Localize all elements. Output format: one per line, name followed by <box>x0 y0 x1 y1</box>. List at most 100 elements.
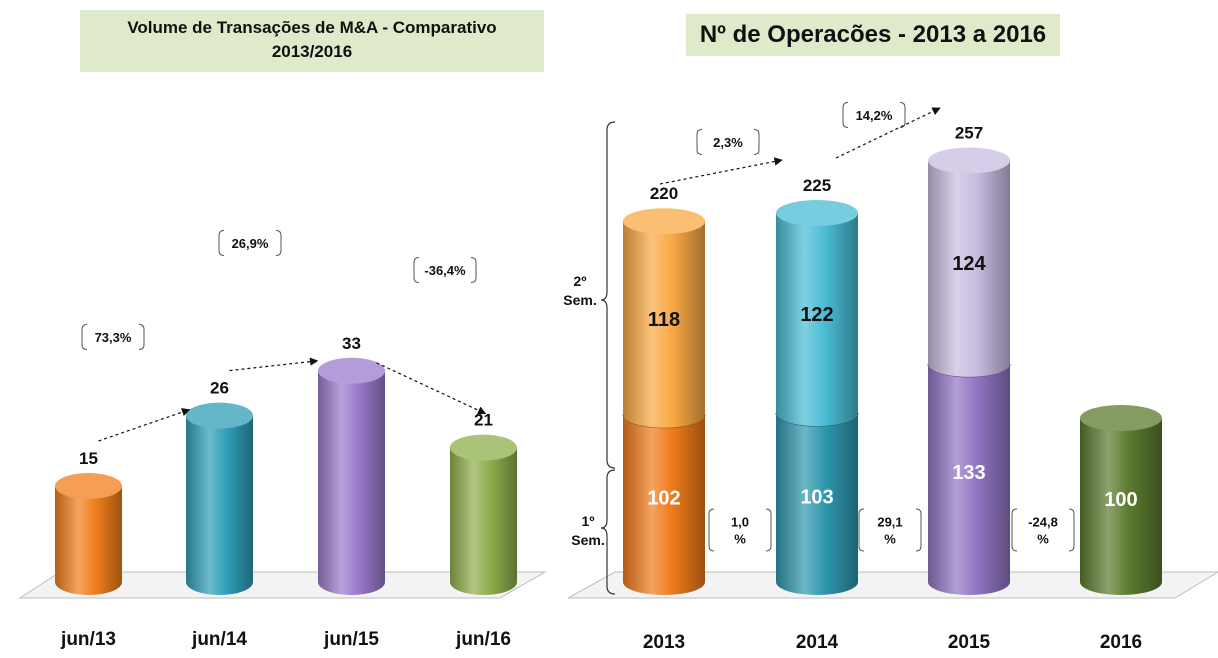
right-bar-2013-first-half-body <box>623 414 705 595</box>
left-bar-jun-16-body <box>450 447 517 596</box>
right-growth-arrow <box>659 157 783 185</box>
left-value-label: 33 <box>342 334 361 353</box>
right-bar-2015-first-half-body <box>928 363 1010 595</box>
left-bar-jun-14 <box>186 402 253 596</box>
right-bar-2015-second-half-top <box>928 147 1010 174</box>
left-growth-label-text: 73,3% <box>95 330 132 345</box>
left-growth-arrow <box>98 408 191 442</box>
right-value-label-second-half: 124 <box>952 253 986 275</box>
left-x-tick-label: jun/14 <box>191 629 247 650</box>
right-growth-label-first-half-text: % <box>1037 532 1049 547</box>
right-growth-label-first-half-bracket-left <box>858 508 865 552</box>
right-chart-floor <box>567 571 1218 599</box>
right-growth-label-total: 2,3% <box>696 129 760 155</box>
right-growth-label-total-bracket-left <box>842 102 849 128</box>
right-growth-label-first-half-bracket-right <box>1068 508 1075 552</box>
right-growth-label-first-half: 29,1% <box>858 508 922 552</box>
left-x-tick-label: jun/15 <box>323 629 379 650</box>
left-growth-label-bracket-left <box>81 324 88 350</box>
left-growth-arrow <box>376 362 487 415</box>
right-x-tick-label: 2014 <box>796 632 839 653</box>
right-bar-2014-second-half-top <box>776 200 858 226</box>
right-growth-label-first-half-text: 29,1 <box>877 515 902 530</box>
right-bar-2014-second-half <box>776 200 858 427</box>
left-growth-label-text: -36,4% <box>424 263 466 278</box>
left-chart-title-line2: 2013/2016 <box>271 42 353 61</box>
right-value-label-first-half: 133 <box>952 462 985 484</box>
left-x-tick-label: jun/16 <box>455 629 511 650</box>
right-value-label-second-half: 122 <box>800 304 833 326</box>
second-half-label: Sem. <box>563 292 596 308</box>
right-bar-2015-second-half <box>928 147 1010 377</box>
right-total-label: 220 <box>650 184 678 203</box>
right-chart-title: Nº de Operacões - 2013 a 2016 <box>686 14 1060 56</box>
right-value-label-first-half: 102 <box>647 487 680 509</box>
right-growth-label-total-text: 14,2% <box>856 108 893 123</box>
left-growth-label: 73,3% <box>81 324 145 350</box>
right-growth-label-first-half-bracket-left <box>1011 508 1018 552</box>
left-bar-jun-15 <box>318 357 385 596</box>
right-bar-2016-first-half <box>1080 405 1162 595</box>
right-growth-label-first-half-text: % <box>884 532 896 547</box>
right-bar-2014-second-half-body <box>776 213 858 427</box>
left-bar-jun-16-top <box>450 434 517 461</box>
right-total-label: 225 <box>803 176 831 195</box>
left-bar-jun-15-body <box>318 370 385 596</box>
second-half-brace <box>600 121 616 469</box>
right-bar-2016-first-half-body <box>1080 418 1162 595</box>
left-growth-label: 26,9% <box>218 230 282 256</box>
left-bar-jun-15-top <box>318 357 385 384</box>
right-x-tick-label: 2016 <box>1100 632 1142 653</box>
left-growth-label: -36,4% <box>413 257 477 283</box>
right-growth-label-first-half-bracket-right <box>765 508 772 552</box>
left-chart-title-line1: Volume de Transações de M&A - Comparativ… <box>127 18 497 37</box>
right-growth-label-total: 14,2% <box>842 102 906 128</box>
right-growth-label-total-bracket-right <box>753 129 760 155</box>
right-x-tick-label: 2015 <box>948 632 991 653</box>
right-bar-2013-second-half <box>623 208 705 428</box>
right-bar-2015-second-half-body <box>928 160 1010 377</box>
right-growth-label-total-text: 2,3% <box>713 135 743 150</box>
right-growth-label-first-half-text: 1,0 <box>731 515 749 530</box>
first-half-brace <box>600 469 616 595</box>
right-bar-2013-second-half-top <box>623 208 705 235</box>
right-growth-label-first-half-bracket-left <box>708 508 715 552</box>
right-bar-2013-second-half-body <box>623 221 705 428</box>
right-bar-2016-first-half-top <box>1080 405 1162 431</box>
right-bar-2014-first-half-body <box>776 413 858 595</box>
right-total-label: 257 <box>955 124 983 143</box>
second-half-label: 2º <box>574 273 587 289</box>
left-bar-jun-13-top <box>55 473 122 499</box>
left-growth-label-bracket-left <box>218 230 225 256</box>
right-value-label-second-half: 118 <box>648 309 680 331</box>
right-growth-label-first-half-bracket-right <box>915 508 922 552</box>
left-value-label: 26 <box>210 379 229 398</box>
right-growth-arrow <box>835 107 941 159</box>
right-x-tick-label: 2013 <box>643 632 685 653</box>
left-growth-arrow <box>229 357 319 372</box>
right-growth-label-first-half-text: -24,8 <box>1028 515 1058 530</box>
left-chart-title: Volume de Transações de M&A - Comparativ… <box>80 10 544 72</box>
right-value-label-first-half: 100 <box>1104 489 1137 511</box>
right-growth-label-total-bracket-right <box>899 102 906 128</box>
right-value-label-first-half: 103 <box>800 487 833 509</box>
left-bar-jun-13 <box>55 473 122 595</box>
left-growth-label-bracket-left <box>413 257 420 283</box>
left-value-label: 21 <box>474 411 493 430</box>
left-bar-jun-13-body <box>55 486 122 595</box>
first-half-label: Sem. <box>571 532 604 548</box>
left-growth-label-bracket-right <box>470 257 477 283</box>
left-bar-jun-16 <box>450 434 517 596</box>
right-growth-label-first-half: 1,0% <box>708 508 772 552</box>
left-growth-label-bracket-right <box>275 230 282 256</box>
left-growth-label-text: 26,9% <box>232 236 269 251</box>
right-growth-label-total-bracket-left <box>696 129 703 155</box>
left-bar-jun-14-top <box>186 402 253 429</box>
right-growth-label-first-half: -24,8% <box>1011 508 1075 552</box>
left-growth-label-bracket-right <box>138 324 145 350</box>
left-value-label: 15 <box>79 449 98 468</box>
right-growth-label-first-half-text: % <box>734 532 746 547</box>
left-bar-jun-14-body <box>186 415 253 596</box>
first-half-label: 1º <box>582 513 595 529</box>
